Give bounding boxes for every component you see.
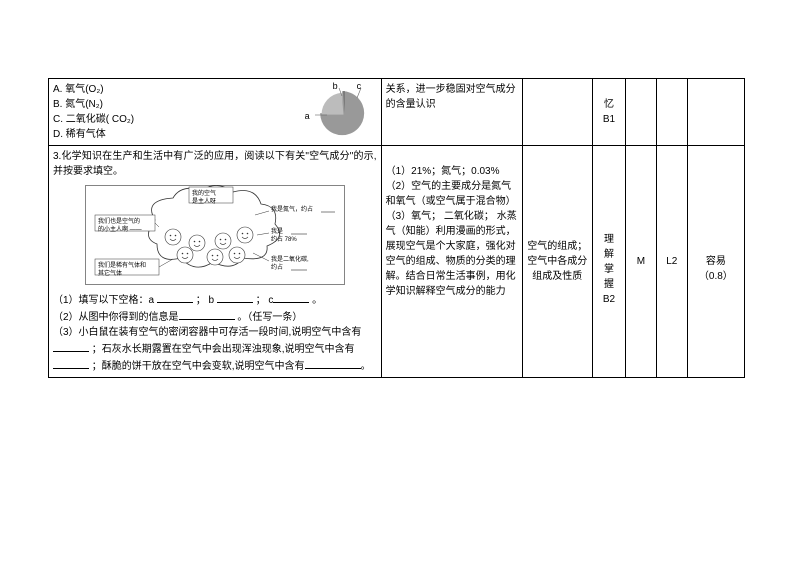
answer-text-2: （1）21%；氮气；0.03% （2）空气的主要成分是氮气和氧气（或空气属于混合… — [386, 166, 517, 297]
blank — [273, 291, 309, 303]
pie-label-b: b — [333, 80, 338, 94]
q2-end: 。（任写一条） — [237, 312, 302, 323]
topic-cell-2: 空气的组成；空气中各成分组成及性质 — [522, 146, 592, 378]
topic-cell-1 — [522, 79, 592, 146]
svg-text:我们是稀有气体和: 我们是稀有气体和 — [98, 261, 146, 269]
q1-mid2: ； c — [256, 295, 274, 306]
q3-mid2: ；石灰水长期露置在空气中会出现浑浊现象,说明空气中含有 — [92, 344, 355, 355]
l-cell-1 — [656, 79, 687, 146]
q3-mid3: ；酥脆的饼干放在空气中会变软,说明空气中含有 — [92, 361, 305, 372]
bloom-cell-1: 忆 B1 — [593, 79, 626, 146]
cartoon-diagram: 我的空气是主人呀我们也是空气的的小主人啊 —— 我们是稀有气体和其它气体 我是氮气，… — [85, 185, 345, 285]
exam-table: a b c A. 氧气(O₂) B. 氮气(N₂) C. 二氧化碳( CO₂) … — [48, 78, 745, 378]
svg-text:的小主人啊 ——: 的小主人啊 —— — [98, 225, 142, 233]
svg-text:约占 78%: 约占 78% — [271, 235, 297, 243]
svg-text:其它气体: 其它气体 — [98, 269, 122, 277]
svg-text:我是氮气，约占: 我是氮气，约占 — [271, 205, 313, 213]
svg-text:是主人呀: 是主人呀 — [192, 197, 216, 205]
topic-text-2: 空气的组成；空气中各成分组成及性质 — [527, 241, 587, 282]
svg-text:约占: 约占 — [271, 263, 283, 271]
m-cell-1 — [626, 79, 657, 146]
pie-label-a: a — [305, 110, 310, 124]
svg-text:我是二氧化碳,: 我是二氧化碳, — [271, 255, 309, 263]
bloom-text-2: 理 解 掌 握 B2 — [603, 234, 615, 305]
bloom-text-1: 忆 B1 — [603, 99, 615, 125]
l-cell-2: L2 — [656, 146, 687, 378]
diff-cell-1 — [687, 79, 744, 146]
question-cell-1: a b c A. 氧气(O₂) B. 氮气(N₂) C. 二氧化碳( CO₂) … — [49, 79, 382, 146]
question-cell-2: 3.化学知识在生产和生活中有广泛的应用，阅读以下有关"空气成分"的示,并按要求填… — [49, 146, 382, 378]
q3-sub3c: ；酥脆的饼干放在空气中会变软,说明空气中含有 。 — [53, 357, 377, 374]
q3-sub1: （1）填写以下空格：a ； b ； c 。 — [53, 291, 377, 308]
m-cell-2: M — [626, 146, 657, 378]
q3-sub3b: ；石灰水长期露置在空气中会出现浑浊现象,说明空气中含有 — [53, 340, 377, 357]
svg-text:我的空气: 我的空气 — [192, 189, 216, 197]
diff-text-2: 容易 （0.8） — [699, 256, 733, 282]
q3-sub3a: （3）小白鼠在装有空气的密闭容器中可存活一段时间,说明空气中含有 — [53, 325, 377, 340]
q2-prefix: （2）从图中你得到的信息是 — [53, 312, 179, 323]
q3-end3: 。 — [361, 361, 371, 372]
bloom-cell-2: 理 解 掌 握 B2 — [593, 146, 626, 378]
answer-cell-2: （1）21%；氮气；0.03% （2）空气的主要成分是氮气和氧气（或空气属于混合… — [381, 146, 522, 378]
q1-prefix: （1）填写以下空格：a — [53, 295, 157, 306]
blank — [157, 291, 193, 303]
l-text-2: L2 — [666, 256, 677, 267]
m-text-2: M — [637, 256, 645, 267]
q3-intro: 3.化学知识在生产和生活中有广泛的应用，阅读以下有关"空气成分"的示,并按要求填… — [53, 149, 377, 179]
cartoon-svg: 我的空气是主人呀我们也是空气的的小主人啊 —— 我们是稀有气体和其它气体 我是氮气，… — [85, 185, 345, 285]
blank — [53, 340, 89, 352]
q3-sub2: （2）从图中你得到的信息是 。（任写一条） — [53, 308, 377, 325]
result-text-1: 关系，进一步稳固对空气成分的含量认识 — [386, 84, 516, 110]
result-cell-1: 关系，进一步稳固对空气成分的含量认识 — [381, 79, 522, 146]
svg-text:我是: 我是 — [271, 227, 283, 235]
blank — [305, 357, 361, 369]
blank — [179, 308, 235, 320]
pie-label-c: c — [357, 80, 362, 94]
table-row: 3.化学知识在生产和生活中有广泛的应用，阅读以下有关"空气成分"的示,并按要求填… — [49, 146, 745, 378]
blank — [217, 291, 253, 303]
pie-svg — [307, 82, 377, 142]
q1-end: 。 — [312, 295, 322, 306]
diff-cell-2: 容易 （0.8） — [687, 146, 744, 378]
pie-chart: a b c — [307, 82, 377, 142]
blank — [53, 357, 89, 369]
q1-mid1: ； b — [196, 295, 217, 306]
svg-text:我们也是空气的: 我们也是空气的 — [98, 217, 140, 225]
table-row: a b c A. 氧气(O₂) B. 氮气(N₂) C. 二氧化碳( CO₂) … — [49, 79, 745, 146]
